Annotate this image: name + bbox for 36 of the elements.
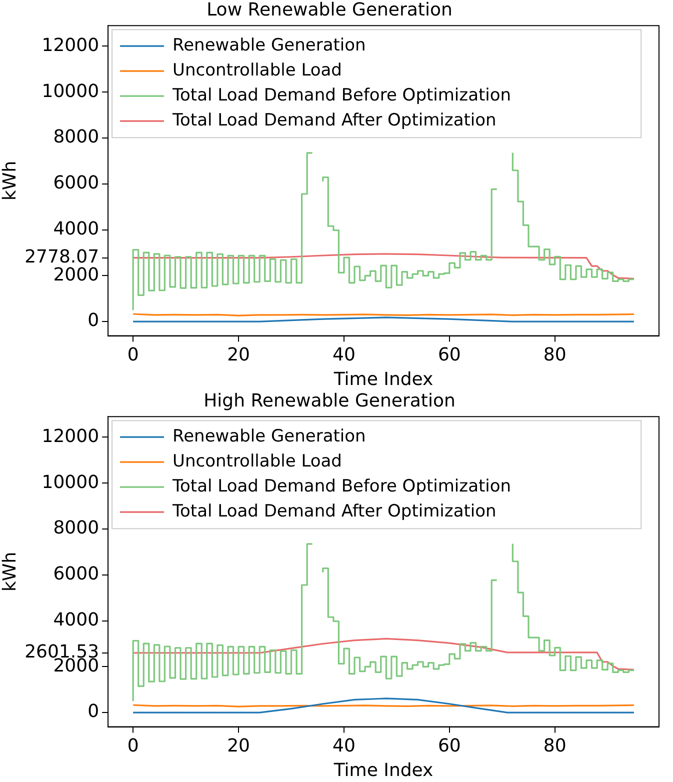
y-axis-title: kWh <box>0 552 20 592</box>
y-tick-label: 4000 <box>53 609 100 630</box>
y-tick-label: 10000 <box>42 472 100 493</box>
x-tick-label: 40 <box>332 344 356 366</box>
x-tick-label: 80 <box>543 344 566 366</box>
legend-label: Total Load Demand Before Optimization <box>172 86 512 106</box>
y-tick-label: 8000 <box>53 518 100 539</box>
legend-label: Total Load Demand After Optimization <box>172 110 496 131</box>
x-tick-label: 60 <box>438 735 461 756</box>
y-tick-label: 12000 <box>42 34 100 56</box>
chart-title: Low Renewable Generation <box>206 0 452 20</box>
x-axis-title: Time Index <box>332 368 434 390</box>
y-axis-title: kWh <box>0 160 20 201</box>
y-tick-label: 0 <box>88 701 100 722</box>
y-tick-label: 4000 <box>53 218 100 240</box>
y-tick-label: 0 <box>88 310 100 332</box>
legend-label: Renewable Generation <box>172 36 366 56</box>
x-tick-label: 0 <box>127 735 139 756</box>
legend-label: Uncontrollable Load <box>172 60 342 81</box>
x-tick-label: 20 <box>227 735 250 756</box>
y-tick-label: 6000 <box>53 564 100 585</box>
x-tick-label: 0 <box>127 344 139 366</box>
y-tick-label: 10000 <box>42 80 100 102</box>
x-axis-title: Time Index <box>332 760 434 781</box>
x-tick-label: 40 <box>332 735 356 756</box>
y-tick-label: 6000 <box>53 172 100 194</box>
chart-title: High Renewable Generation <box>204 390 456 412</box>
legend-label: Renewable Generation <box>172 426 366 447</box>
legend-label: Total Load Demand Before Optimization <box>172 476 512 497</box>
x-tick-label: 20 <box>227 344 250 366</box>
legend-label: Uncontrollable Load <box>172 452 342 472</box>
x-tick-label: 80 <box>543 735 566 756</box>
y-tick-label: 12000 <box>42 426 100 447</box>
legend-label: Total Load Demand After Optimization <box>172 502 496 522</box>
y-tick-label: 8000 <box>53 126 100 148</box>
x-tick-label: 60 <box>438 344 461 366</box>
